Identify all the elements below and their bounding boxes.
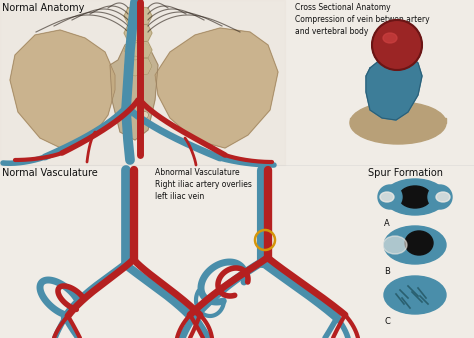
- Ellipse shape: [380, 192, 394, 202]
- Text: Abnormal Vasculature
Right iliac artery overlies
left iliac vein: Abnormal Vasculature Right iliac artery …: [155, 168, 252, 200]
- Polygon shape: [124, 6, 152, 26]
- Ellipse shape: [384, 276, 446, 314]
- Circle shape: [142, 112, 148, 119]
- Polygon shape: [10, 30, 115, 150]
- Circle shape: [372, 20, 422, 70]
- Text: Cross Sectional Anatomy
Compression of vein betwen artery
and vertebral body: Cross Sectional Anatomy Compression of v…: [295, 3, 429, 35]
- Text: C: C: [384, 317, 390, 326]
- Polygon shape: [350, 118, 446, 123]
- Ellipse shape: [399, 186, 431, 208]
- Text: Spur Formation: Spur Formation: [368, 168, 443, 178]
- Ellipse shape: [436, 192, 450, 202]
- Polygon shape: [0, 0, 285, 165]
- Text: A: A: [384, 219, 390, 228]
- Text: B: B: [384, 267, 390, 276]
- Circle shape: [428, 185, 452, 209]
- Ellipse shape: [405, 231, 433, 255]
- Ellipse shape: [384, 179, 446, 215]
- Polygon shape: [366, 53, 422, 120]
- Polygon shape: [124, 40, 152, 60]
- Polygon shape: [124, 56, 152, 76]
- Polygon shape: [110, 38, 158, 140]
- Polygon shape: [155, 28, 278, 148]
- Ellipse shape: [384, 226, 446, 264]
- Text: Normal Anatomy: Normal Anatomy: [2, 3, 84, 13]
- Circle shape: [378, 185, 402, 209]
- Ellipse shape: [383, 33, 397, 43]
- Circle shape: [125, 112, 131, 119]
- Ellipse shape: [383, 236, 407, 254]
- Text: Normal Vasculature: Normal Vasculature: [2, 168, 98, 178]
- Ellipse shape: [350, 102, 446, 144]
- Polygon shape: [124, 23, 152, 43]
